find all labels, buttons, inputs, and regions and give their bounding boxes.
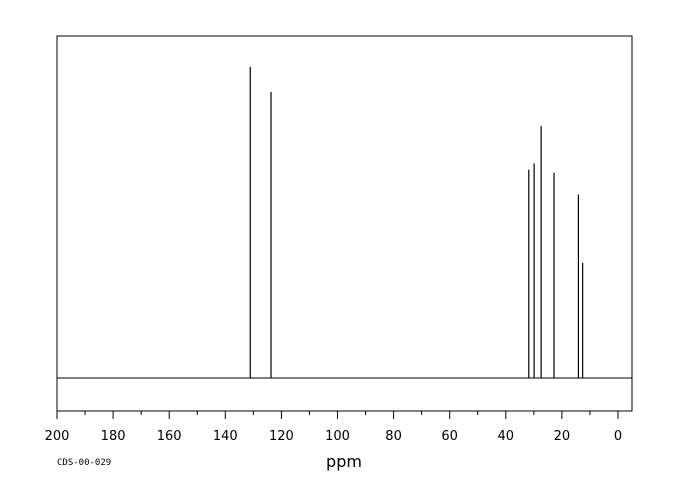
x-axis-tick-labels: 200 180 160 140 120 100 80 60 40 20 0 xyxy=(45,429,623,444)
x-axis-ticks xyxy=(56,411,619,419)
spectrum-code-label: CDS-00-029 xyxy=(57,458,111,468)
x-tick-label: 20 xyxy=(554,429,571,444)
spectrum-peaks xyxy=(249,67,584,378)
x-tick-label: 200 xyxy=(45,429,70,444)
x-tick-label: 60 xyxy=(441,429,458,444)
x-tick-label: 100 xyxy=(325,429,350,444)
plot-frame xyxy=(56,35,633,412)
x-tick-label: 180 xyxy=(101,429,126,444)
x-tick-label: 140 xyxy=(213,429,238,444)
x-tick-label: 40 xyxy=(498,429,515,444)
x-tick-label: 0 xyxy=(614,429,622,444)
x-axis-label: ppm xyxy=(326,452,362,471)
x-tick-label: 120 xyxy=(269,429,294,444)
x-tick-label: 160 xyxy=(157,429,182,444)
x-tick-label: 80 xyxy=(385,429,402,444)
